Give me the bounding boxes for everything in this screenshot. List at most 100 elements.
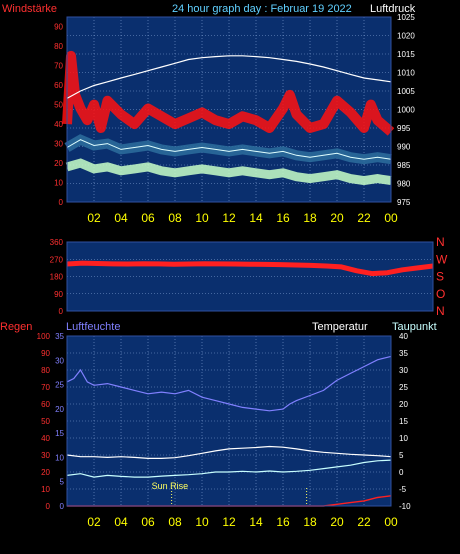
rain-tick-label: 20 <box>41 468 50 477</box>
pressure-tick-label: 980 <box>397 180 411 189</box>
rain-tick-label: 10 <box>41 485 50 494</box>
x-tick-label: 04 <box>114 211 128 225</box>
panel-frame <box>66 241 434 312</box>
x-tick-label: 06 <box>141 515 155 529</box>
humidity-tick-label: 10 <box>55 453 64 462</box>
compass-label: S <box>436 270 444 284</box>
humidity-tick-label: 30 <box>55 356 64 365</box>
x-tick-label: 00 <box>384 211 398 225</box>
wind-pressure-series <box>62 50 395 186</box>
temperature-tick-label: 0 <box>399 468 404 477</box>
x-tick-label: 18 <box>303 211 317 225</box>
direction-tick-label: 180 <box>50 273 64 282</box>
wind-tick-label: 90 <box>54 23 63 32</box>
wind-tick-label: 50 <box>54 101 63 110</box>
rain-tick-label: 0 <box>46 502 51 511</box>
compass-label: N <box>436 304 445 318</box>
x-tick-label: 02 <box>87 211 101 225</box>
temperature-tick-label: 20 <box>399 400 408 409</box>
temperature-tick-label: 15 <box>399 417 408 426</box>
wind-pressure-axes: 9759809859909951000100510101015102010250… <box>54 13 415 225</box>
x-tick-label: 04 <box>114 515 128 529</box>
compass-label: N <box>436 235 445 249</box>
wind-average-line <box>66 139 392 160</box>
rain-tick-label: 80 <box>41 366 50 375</box>
wind-direction-axes: 0 N 90 O 180 S 270 W 360 N <box>50 235 448 318</box>
rain-tick-label: 30 <box>41 451 50 460</box>
x-tick-label: 22 <box>357 211 371 225</box>
wind-tick-label: 10 <box>54 179 63 188</box>
temperature-tick-label: 5 <box>399 451 404 460</box>
pressure-tick-label: 985 <box>397 161 411 170</box>
rain-tick-label: 90 <box>41 349 50 358</box>
x-tick-label: 20 <box>330 515 344 529</box>
luftfeuchte-label: Luftfeuchte <box>66 321 120 333</box>
humidity-temperature-axes: -10 -5 0 5 10 15 20 25 30 35 40 0 10 20 30 40 50 60 70 80 90… <box>37 332 411 529</box>
temperature-tick-label: 35 <box>399 349 408 358</box>
x-tick-label: 02 <box>87 515 101 529</box>
panel-frame <box>66 335 392 507</box>
wind-tick-label: 70 <box>54 62 63 71</box>
rain-tick-label: 100 <box>37 332 51 341</box>
x-tick-label: 10 <box>195 211 209 225</box>
humidity-line <box>66 355 392 412</box>
wind-tick-label: 80 <box>54 42 63 51</box>
wind-gust-line <box>62 50 395 136</box>
x-tick-label: 16 <box>276 211 290 225</box>
temperature-tick-label: -10 <box>399 502 411 511</box>
direction-tick-label: 270 <box>50 255 64 264</box>
x-tick-label: 06 <box>141 211 155 225</box>
x-tick-label: 18 <box>303 515 317 529</box>
wind-speed-line <box>65 158 392 186</box>
x-tick-label: 10 <box>195 515 209 529</box>
panel-frame <box>66 16 392 203</box>
x-tick-label: 14 <box>249 515 263 529</box>
rain-tick-label: 50 <box>41 417 50 426</box>
x-tick-label: 12 <box>222 515 236 529</box>
x-tick-label: 16 <box>276 515 290 529</box>
humidity-tick-label: 20 <box>55 405 64 414</box>
wind-tick-label: 40 <box>54 120 63 129</box>
windstaerke-label: Windstärke <box>2 3 57 15</box>
regen-label: Regen <box>0 321 32 333</box>
x-tick-label: 08 <box>168 211 182 225</box>
temperature-tick-label: 40 <box>399 332 408 341</box>
wind-tick-label: 0 <box>59 198 64 207</box>
wind-direction-line <box>66 260 434 277</box>
humidity-tick-label: 0 <box>60 502 65 511</box>
chart-title: 24 hour graph day : Februar 19 2022 <box>172 3 352 15</box>
x-tick-label: 00 <box>384 515 398 529</box>
rain-tick-label: 70 <box>41 383 50 392</box>
wind-tick-label: 30 <box>54 140 63 149</box>
pressure-line <box>66 55 392 99</box>
pressure-tick-label: 975 <box>397 198 411 207</box>
pressure-tick-label: 1000 <box>397 106 415 115</box>
compass-label: O <box>436 287 445 301</box>
pressure-tick-label: 1005 <box>397 87 415 96</box>
humidity-tick-label: 35 <box>55 332 64 341</box>
direction-tick-label: 90 <box>54 290 63 299</box>
rain-tick-label: 60 <box>41 400 50 409</box>
rain-tick-label: 40 <box>41 434 50 443</box>
temperature-tick-label: 10 <box>399 434 408 443</box>
wind-tick-label: 20 <box>54 159 63 168</box>
x-tick-label: 14 <box>249 211 263 225</box>
taupunkt-label: Taupunkt <box>392 321 437 333</box>
x-tick-label: 12 <box>222 211 236 225</box>
sunrise-annotation: Sun Rise <box>152 481 189 491</box>
temperature-tick-label: 30 <box>399 366 408 375</box>
temperatur-label: Temperatur <box>312 321 368 333</box>
x-tick-label: 20 <box>330 211 344 225</box>
direction-tick-label: 360 <box>50 238 64 247</box>
x-tick-label: 08 <box>168 515 182 529</box>
pressure-tick-label: 1010 <box>397 69 415 78</box>
humidity-tick-label: 25 <box>55 381 64 390</box>
pressure-tick-label: 1025 <box>397 13 415 22</box>
temperature-line <box>66 445 392 459</box>
humidity-tick-label: 15 <box>55 429 64 438</box>
pressure-tick-label: 1015 <box>397 50 415 59</box>
compass-label: W <box>436 252 448 266</box>
x-tick-label: 22 <box>357 515 371 529</box>
temperature-tick-label: -5 <box>399 485 407 494</box>
